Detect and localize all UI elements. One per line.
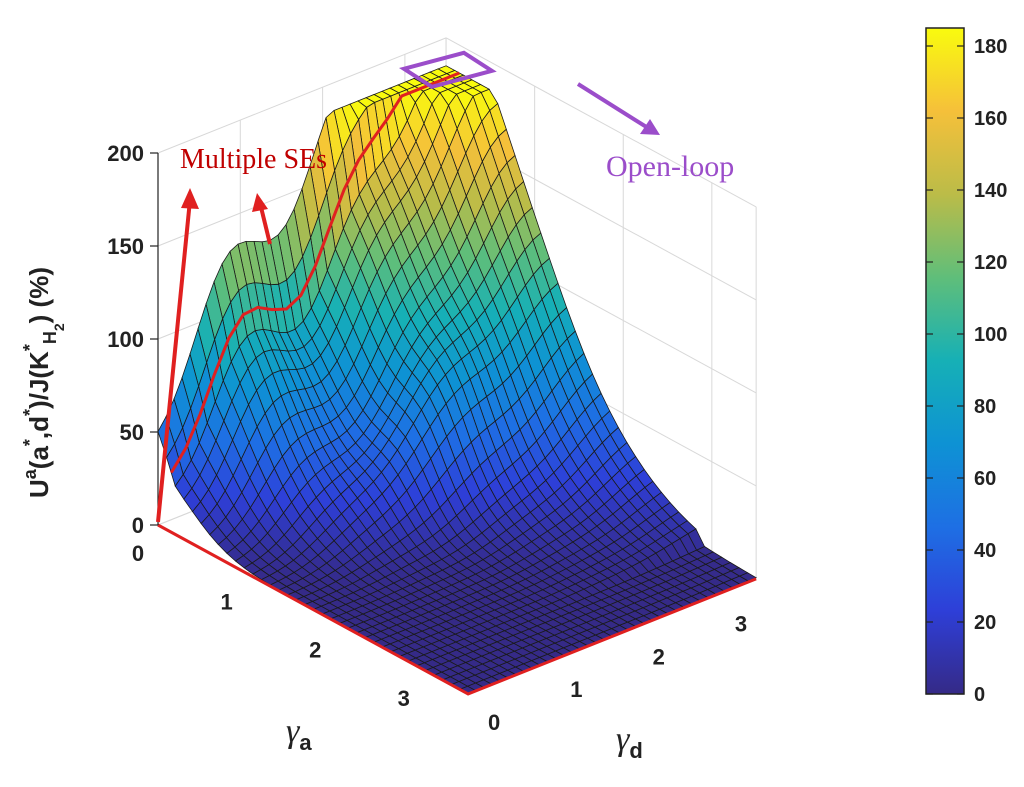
- gamma-a-tick-label: 0: [132, 541, 144, 566]
- gamma-d-tick-label: 3: [735, 611, 747, 636]
- gamma-a-tick-label: 3: [398, 686, 410, 711]
- multiple-ses-arrowhead-long: [181, 188, 199, 209]
- colorbar-tick-label: 20: [974, 612, 996, 634]
- open-loop-annotation: Open-loop: [576, 82, 734, 183]
- colorbar-tick-label: 180: [974, 36, 1007, 58]
- zero-floor-outline: [157, 523, 757, 696]
- gamma-d-axis-ticks: 0 1 2 3: [488, 611, 747, 735]
- gamma-d-axis-label: γd: [616, 721, 643, 763]
- colorbar-tick-label: 120: [974, 252, 1007, 274]
- gamma-d-tick-label: 0: [488, 710, 500, 735]
- colorbar-ticks: 0 20 40 60 80 100 120 140 160 180: [926, 36, 1007, 706]
- z-axis-ticks: 0 50 100 150 200: [107, 141, 159, 538]
- z-tick-label: 200: [107, 141, 144, 166]
- surface: [157, 50, 758, 696]
- open-loop-arrow: [576, 82, 650, 130]
- open-loop-arrowhead: [640, 119, 660, 135]
- colorbar-tick-label: 40: [974, 540, 996, 562]
- colorbar-tick-label: 160: [974, 108, 1007, 130]
- colorbar-tick-label: 100: [974, 324, 1007, 346]
- colorbar-tick-label: 140: [974, 180, 1007, 202]
- colorbar-tick-label: 0: [974, 684, 985, 706]
- colorbar-tick-label: 80: [974, 396, 996, 418]
- open-loop-box: [399, 50, 497, 89]
- colorbar: [925, 27, 965, 695]
- se-ridge-outline: [170, 71, 460, 474]
- z-axis-label: Ua(a*,d*)/J(K*H2) (%): [20, 267, 67, 498]
- multiple-ses-annotation: Multiple SEs: [156, 144, 327, 523]
- open-loop-label: Open-loop: [606, 150, 734, 183]
- gamma-d-tick-label: 2: [653, 644, 665, 669]
- z-tick-label: 100: [107, 327, 144, 352]
- multiple-ses-arrow-long: [156, 199, 192, 523]
- multiple-ses-label: Multiple SEs: [180, 144, 327, 175]
- gamma-a-tick-label: 1: [220, 589, 232, 614]
- z-tick-label: 50: [120, 420, 144, 445]
- z-tick-label: 0: [132, 513, 144, 538]
- gamma-a-tick-label: 2: [309, 638, 321, 663]
- gamma-d-tick-label: 1: [570, 677, 582, 702]
- gamma-a-axis-label: γa: [286, 713, 312, 755]
- colorbar-tick-label: 60: [974, 468, 996, 490]
- gamma-a-axis-ticks: 0 1 2 3: [132, 541, 410, 711]
- multiple-ses-arrowhead-short: [252, 193, 268, 212]
- z-tick-label: 150: [107, 234, 144, 259]
